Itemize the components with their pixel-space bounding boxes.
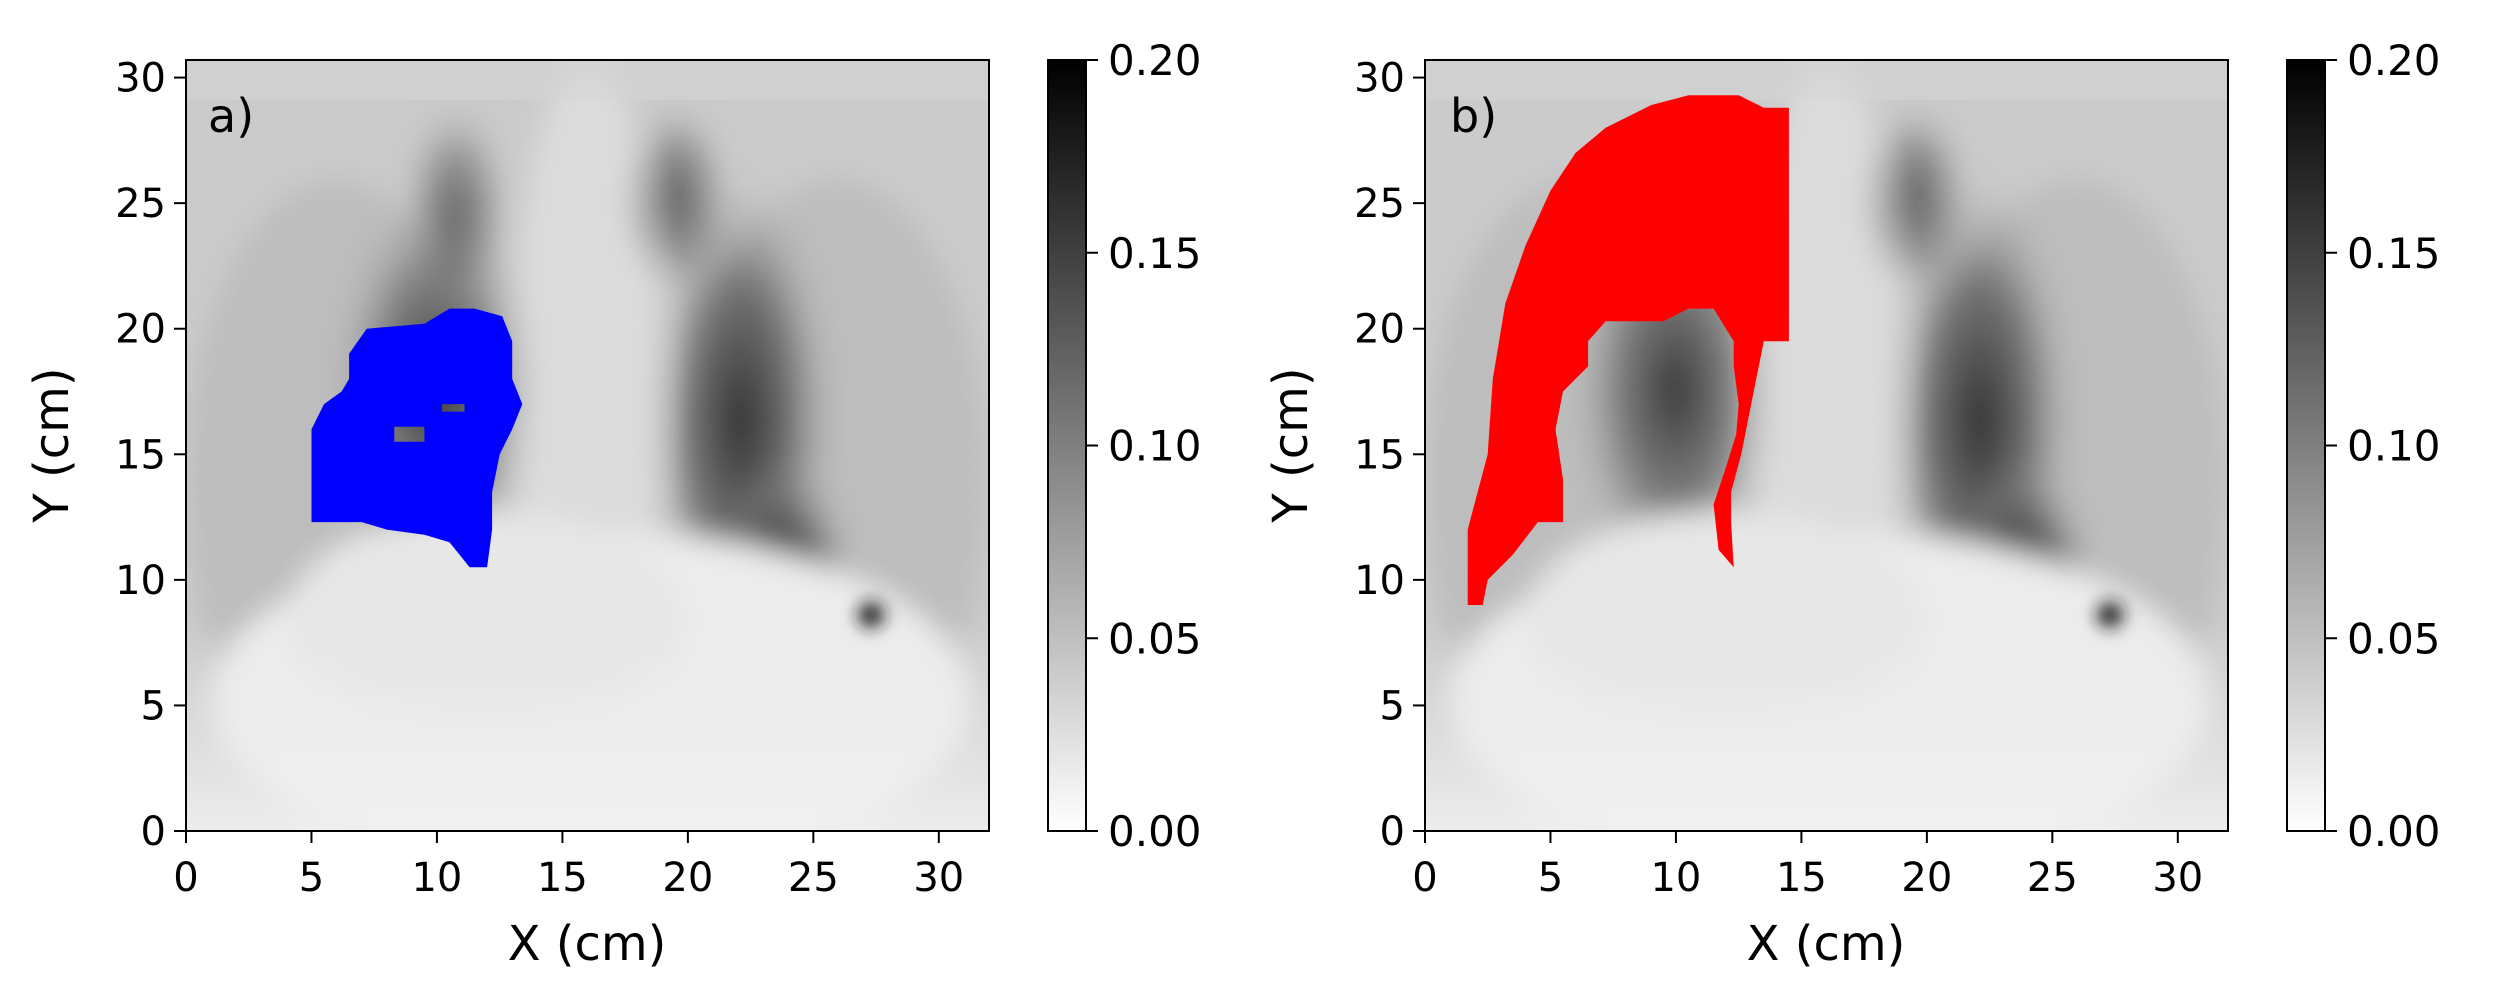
colorbar-gradient-a [1048,60,1086,831]
x-tick-label: 10 [1650,855,1701,901]
overlay-mask [311,308,523,568]
colorbar-tick-label: 0.10 [1108,422,1202,471]
y-axis-label-a: Y (cm) [24,367,80,523]
y-tick-label: 20 [1354,307,1405,353]
y-axis-ticks-a: 0 5 10 15 20 25 30 [115,56,186,855]
y-tick-label: 5 [1380,683,1405,729]
colorbar-tick-label: 0.00 [1108,807,1202,856]
y-tick-label: 0 [1380,809,1405,855]
x-tick-label: 5 [299,855,324,901]
x-axis-label-a: X (cm) [508,916,667,972]
overlay-region-a [311,308,523,568]
x-axis-label-b: X (cm) [1747,916,1906,972]
x-tick-label: 5 [1538,855,1563,901]
panel-b: 0 5 10 15 20 25 30 0 5 10 15 20 25 30 b) X (cm) Y (c… [1263,36,2441,972]
overlay-mask [1467,95,1789,605]
y-tick-label: 15 [115,432,166,478]
colorbar-tick-label: 0.20 [1108,36,1202,85]
overlay-region-b [1467,95,1789,605]
x-tick-label: 30 [913,855,964,901]
y-axis-label-b: Y (cm) [1263,367,1319,523]
colorbar-tick-label: 0.05 [2347,614,2441,663]
colorbar-tick-label: 0.15 [1108,229,1202,278]
x-tick-label: 0 [1412,855,1437,901]
y-tick-label: 10 [115,558,166,604]
x-tick-label: 25 [788,855,839,901]
y-tick-label: 10 [1354,558,1405,604]
x-tick-label: 15 [1776,855,1827,901]
x-tick-label: 15 [537,855,588,901]
x-axis-ticks-b: 0 5 10 15 20 25 30 [1412,831,2203,901]
plot-frame-b [1424,59,2229,832]
colorbar-tick-label: 0.15 [2347,229,2441,278]
y-tick-label: 25 [115,181,166,227]
colorbar-tick-label: 0.05 [1108,614,1202,663]
colorbar-gradient-b [2287,60,2325,831]
panel-a: 0 5 10 15 20 25 30 0 5 10 15 20 25 30 a) X (cm) Y (c… [24,36,1202,972]
y-tick-label: 20 [115,307,166,353]
colorbar-tick-label: 0.20 [2347,36,2441,85]
panel-label-a: a) [208,89,254,143]
plot-frame-a [185,59,990,832]
y-tick-label: 30 [1354,56,1405,102]
y-tick-label: 5 [141,683,166,729]
y-tick-label: 0 [141,809,166,855]
colorbar-b: 0.00 0.05 0.10 0.15 0.20 [2286,36,2441,856]
colorbar-ticks-a: 0.00 0.05 0.10 0.15 0.20 [1086,36,1202,856]
x-tick-label: 20 [1901,855,1952,901]
colorbar-ticks-b: 0.00 0.05 0.10 0.15 0.20 [2325,36,2441,856]
x-tick-label: 10 [411,855,462,901]
y-tick-label: 25 [1354,181,1405,227]
y-axis-ticks-b: 0 5 10 15 20 25 30 [1354,56,1425,855]
colorbar-tick-label: 0.10 [2347,422,2441,471]
x-tick-label: 0 [173,855,198,901]
colorbar-a: 0.00 0.05 0.10 0.15 0.20 [1047,36,1202,856]
x-axis-ticks-a: 0 5 10 15 20 25 30 [173,831,964,901]
panel-label-b: b) [1450,89,1497,143]
x-tick-label: 20 [662,855,713,901]
y-tick-label: 15 [1354,432,1405,478]
colorbar-tick-label: 0.00 [2347,807,2441,856]
y-tick-label: 30 [115,56,166,102]
x-tick-label: 25 [2027,855,2078,901]
x-tick-label: 30 [2152,855,2203,901]
xray-image-a [186,60,989,870]
